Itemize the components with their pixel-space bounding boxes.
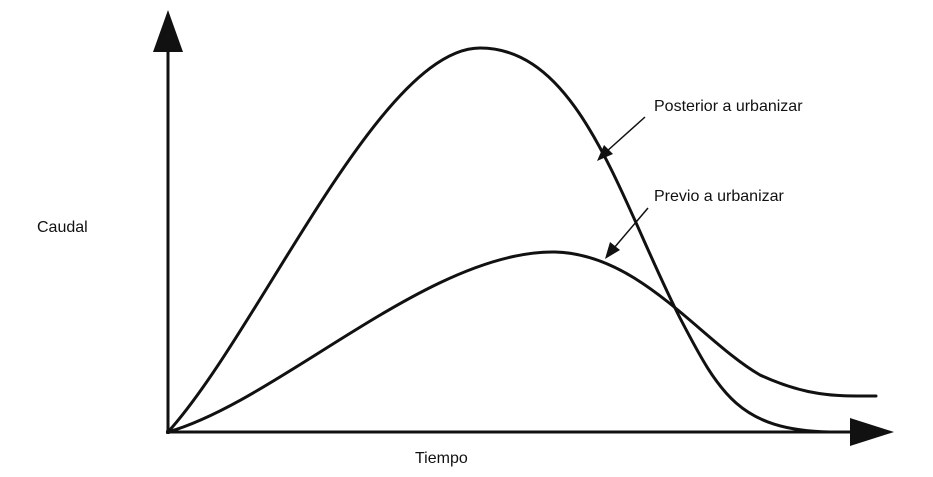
curve-label: Posterior a urbanizar	[654, 98, 803, 115]
y-axis-label: Caudal	[37, 219, 88, 236]
leader-arrowhead	[605, 242, 620, 259]
post-urbanization-curve	[166, 46, 832, 434]
y-axis-arrowhead	[153, 10, 183, 52]
curve-label: Previo a urbanizar	[654, 188, 785, 205]
leader-arrowhead	[597, 145, 613, 161]
pre-urbanization-curve	[166, 250, 878, 434]
leader-line	[605, 116, 646, 153]
x-axis-label: Tiempo	[415, 450, 468, 467]
leader-line	[613, 207, 649, 249]
x-axis-arrowhead	[850, 418, 894, 446]
